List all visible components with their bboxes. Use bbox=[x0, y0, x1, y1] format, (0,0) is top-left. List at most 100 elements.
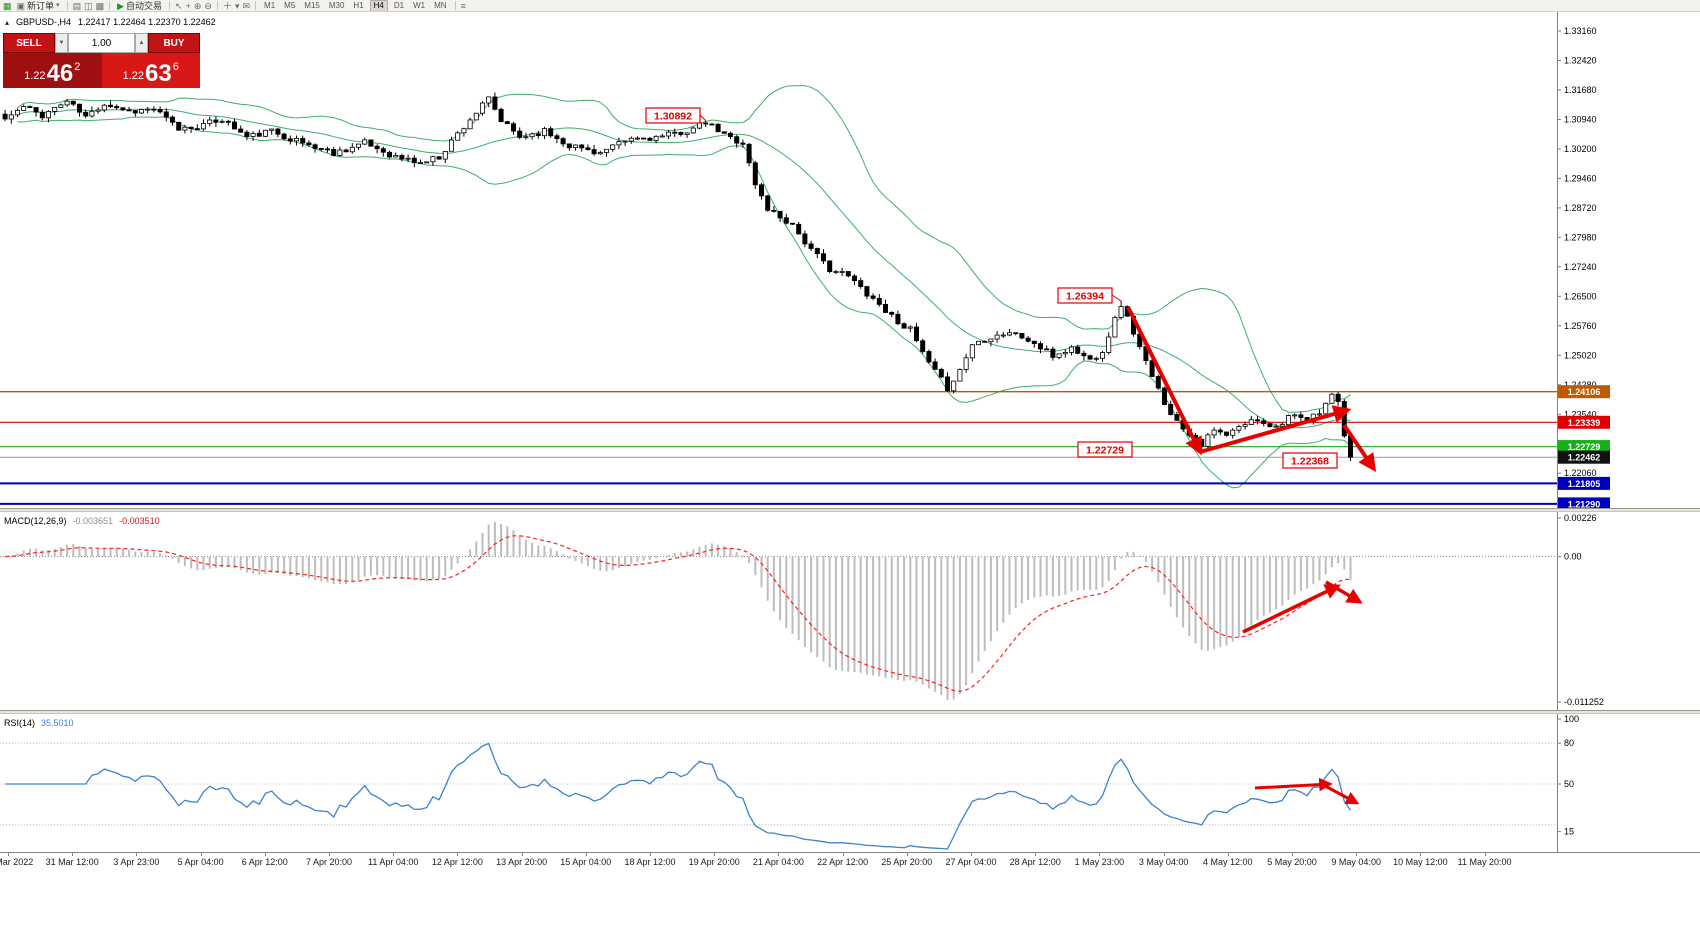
price-marker-box-1.22462: 1.22462 bbox=[1558, 450, 1610, 464]
sell-price-display[interactable]: 1.22 46 2 bbox=[3, 53, 102, 88]
add-indicator-icon[interactable]: ＋ bbox=[222, 0, 232, 11]
time-tick bbox=[906, 853, 908, 856]
price-annotation[interactable]: 1.30892 bbox=[645, 107, 707, 124]
rsi-tick-label: 50 bbox=[1564, 779, 1574, 789]
rsi-trend-arrows[interactable] bbox=[1254, 777, 1360, 805]
mail-icon[interactable]: ✉ bbox=[242, 0, 251, 11]
tf-button-h1[interactable]: H1 bbox=[353, 0, 364, 10]
macd-trend-arrows[interactable] bbox=[1242, 580, 1363, 634]
macd-signal-value: -0.003510 bbox=[119, 516, 160, 526]
horizontal-price-lines[interactable] bbox=[0, 391, 1557, 505]
rsi-line bbox=[5, 742, 1352, 850]
main-price-axis[interactable]: 1.33160 1.32420 1.31680 1.30940 1.30200 1.294… bbox=[1557, 12, 1610, 508]
time-tick bbox=[842, 853, 844, 856]
rsi-tick-label: 100 bbox=[1564, 714, 1579, 724]
order-ticket-icon: ▣ bbox=[16, 0, 26, 11]
macd-axis[interactable]: 0.00226 0.00 -0.011252 bbox=[1557, 512, 1604, 710]
time-tick-label: 7 Apr 20:00 bbox=[305, 857, 353, 867]
tf-button-m1[interactable]: M1 bbox=[264, 0, 276, 10]
toolbar-separator bbox=[169, 1, 171, 10]
price-tick-label: 1.29460 bbox=[1564, 173, 1597, 183]
time-tick-label: 19 Apr 20:00 bbox=[688, 857, 740, 867]
bar-chart-icon[interactable]: ▤ bbox=[72, 0, 82, 11]
menu-icon[interactable]: ≡ bbox=[460, 0, 466, 11]
tf-button-m5[interactable]: M5 bbox=[284, 0, 296, 10]
time-tick-label: 13 Apr 20:00 bbox=[496, 857, 548, 867]
volume-increase-button[interactable]: ▲ bbox=[135, 33, 148, 53]
rsi-tick-label: 80 bbox=[1564, 738, 1574, 748]
buy-button[interactable]: BUY bbox=[148, 33, 200, 53]
main-trend-arrows[interactable] bbox=[1126, 306, 1377, 472]
pane-separator-1[interactable] bbox=[0, 508, 1700, 512]
time-tick-label: 11 May 20:00 bbox=[1457, 857, 1512, 867]
buy-price-display[interactable]: 1.22 63 6 bbox=[101, 53, 200, 88]
svg-text:1.21290: 1.21290 bbox=[1568, 499, 1601, 508]
time-tick bbox=[393, 853, 395, 856]
price-tick-label: 1.27240 bbox=[1564, 262, 1597, 272]
time-axis[interactable]: 30 Mar 2022 31 Mar 12:00 3 Apr 23:00 5 Apr … bbox=[0, 852, 1700, 870]
price-tick-label: 1.26500 bbox=[1564, 291, 1597, 301]
macd-main-value: -0.003651 bbox=[72, 516, 114, 526]
time-tick-label: 18 Apr 12:00 bbox=[624, 857, 676, 867]
volume-input[interactable] bbox=[68, 33, 135, 53]
price-annotation[interactable]: 1.26394 bbox=[1057, 287, 1122, 304]
price-tick-label: 1.30940 bbox=[1564, 114, 1597, 124]
macd-tick-label: -0.011252 bbox=[1564, 697, 1604, 707]
macd-svg: 0.00226 0.00 -0.011252 bbox=[0, 512, 1604, 710]
periods-menu-icon[interactable]: ▾ bbox=[234, 0, 240, 11]
price-tick-label: 1.33160 bbox=[1564, 26, 1597, 36]
price-tick-label: 1.24280 bbox=[1564, 380, 1597, 390]
price-annotation[interactable]: 1.22368 bbox=[1282, 452, 1338, 469]
time-tick-label: 3 May 04:00 bbox=[1138, 857, 1189, 867]
candlestick-chart-icon[interactable]: ◫ bbox=[84, 0, 93, 11]
autotrading-button[interactable]: ▶ 自动交易 bbox=[115, 1, 164, 11]
one-click-trading-panel: SELL ▼ ▲ BUY 1.22 46 2 1.22 63 6 bbox=[3, 33, 200, 88]
tf-button-m15[interactable]: M15 bbox=[304, 0, 320, 10]
time-tick-label: 25 Apr 20:00 bbox=[881, 857, 933, 867]
time-tick-label: 5 May 20:00 bbox=[1267, 857, 1317, 867]
svg-text:1.26394: 1.26394 bbox=[1066, 291, 1104, 303]
time-tick bbox=[264, 853, 266, 856]
tf-button-h4[interactable]: H4 bbox=[369, 0, 388, 11]
rsi-axis[interactable]: 100 80 50 15 bbox=[1557, 714, 1579, 852]
volume-decrease-button[interactable]: ▼ bbox=[55, 33, 68, 53]
svg-text:1.21805: 1.21805 bbox=[1568, 479, 1601, 489]
buy-price-big: 63 bbox=[145, 59, 172, 87]
sell-price-sup: 2 bbox=[74, 61, 81, 73]
rsi-pane[interactable]: 100 80 50 15 bbox=[0, 714, 1700, 852]
macd-pane[interactable]: 0.00226 0.00 -0.011252 bbox=[0, 512, 1700, 710]
main-chart-pane[interactable]: 1.33160 1.32420 1.31680 1.30940 1.30200 1.294… bbox=[0, 12, 1700, 508]
svg-text:1.24106: 1.24106 bbox=[1568, 387, 1601, 397]
time-tick-label: 21 Apr 04:00 bbox=[752, 857, 804, 867]
svg-text:1.22462: 1.22462 bbox=[1568, 453, 1601, 463]
tf-button-w1[interactable]: W1 bbox=[413, 0, 426, 10]
price-marker-box-1.22729: 1.22729 bbox=[1558, 440, 1610, 454]
pane-separator-2[interactable] bbox=[0, 710, 1700, 714]
tf-button-mn[interactable]: MN bbox=[434, 0, 447, 10]
time-tick-label: 4 May 12:00 bbox=[1203, 857, 1253, 867]
sell-button[interactable]: SELL bbox=[3, 33, 55, 53]
rsi-value: 35.5010 bbox=[41, 718, 74, 728]
macd-tick-label: 0.00226 bbox=[1564, 513, 1597, 523]
macd-tick-label: 0.00 bbox=[1564, 552, 1582, 562]
new-order-button[interactable]: ▣ 新订单 ▾ bbox=[15, 1, 62, 11]
candles-layer bbox=[2, 92, 1354, 461]
time-tick bbox=[1163, 853, 1165, 856]
zoom-out-icon[interactable]: ⊖ bbox=[204, 0, 212, 11]
symbol-period-label: GBPUSD-,H4 bbox=[16, 17, 72, 27]
one-click-collapse-icon[interactable]: ▴ bbox=[5, 17, 10, 27]
time-tick bbox=[136, 853, 138, 856]
crosshair-icon[interactable]: + bbox=[185, 0, 191, 11]
time-tick-label: 5 Apr 04:00 bbox=[177, 857, 224, 867]
zoom-in-icon[interactable]: ⊕ bbox=[193, 0, 202, 11]
tf-button-m30[interactable]: M30 bbox=[328, 0, 345, 10]
price-tick-label: 1.25020 bbox=[1564, 350, 1597, 360]
tf-button-d1[interactable]: D1 bbox=[393, 0, 405, 10]
price-marker-box-1.23339: 1.23339 bbox=[1558, 415, 1610, 429]
line-chart-icon[interactable]: ▩ bbox=[95, 0, 105, 11]
cursor-icon[interactable]: ↖ bbox=[175, 0, 183, 11]
price-tick-label: 1.30200 bbox=[1564, 144, 1597, 154]
price-annotation[interactable]: 1.22729 bbox=[1077, 441, 1133, 458]
time-tick bbox=[72, 853, 74, 856]
new-chart-icon[interactable]: ▦ bbox=[3, 0, 12, 11]
